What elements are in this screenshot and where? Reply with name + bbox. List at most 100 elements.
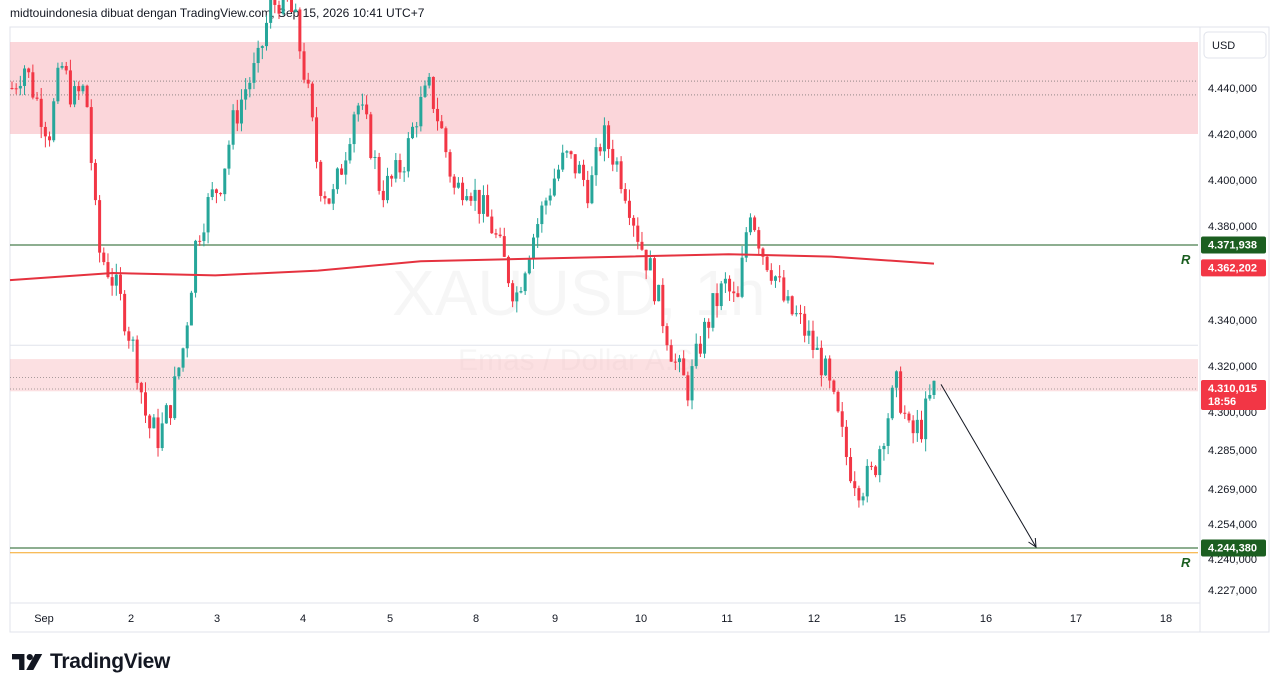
candle-body (415, 126, 419, 128)
candle-body (102, 252, 106, 263)
candle-body (644, 249, 648, 271)
candle-body (807, 330, 811, 336)
candle-body (35, 97, 39, 99)
tradingview-logo[interactable]: TradingView (12, 650, 170, 674)
candle-body (748, 217, 752, 233)
candle-body (673, 361, 677, 363)
candle-body (23, 68, 27, 86)
candle-body (189, 292, 193, 326)
candle-body (385, 175, 389, 201)
candle-body (661, 284, 665, 327)
candle-body (561, 152, 565, 170)
candle-body (144, 392, 148, 416)
candle-body (160, 423, 164, 449)
candle-body (836, 391, 840, 412)
candle-body (773, 276, 777, 281)
candle-body (894, 371, 898, 388)
price-tag-label: 4.362,202 (1208, 262, 1257, 274)
candle-body (911, 420, 915, 434)
candle-body (27, 68, 31, 73)
candle-body (882, 445, 886, 450)
candle-body (398, 160, 402, 173)
candle-body (302, 51, 306, 80)
candle-body (486, 195, 490, 217)
candle-body (506, 256, 510, 284)
candle-body (919, 419, 923, 440)
candle-body (832, 380, 836, 392)
candle-body (511, 283, 515, 302)
candle-body (235, 110, 239, 124)
x-tick-label: 12 (808, 613, 820, 625)
projection-arrow (940, 384, 1037, 548)
candle-body (85, 85, 89, 108)
candle-body (723, 278, 727, 284)
candle-body (594, 147, 598, 176)
y-tick-label: 4.420,000 (1208, 129, 1257, 141)
candle-body (732, 291, 736, 294)
candle-body (202, 232, 206, 242)
y-tick-label: 4.240,000 (1208, 554, 1257, 566)
candle-body (569, 151, 573, 155)
y-tick-label: 4.320,000 (1208, 361, 1257, 373)
candle-body (782, 277, 786, 301)
x-tick-label: 3 (214, 613, 220, 625)
x-tick-label: Sep (34, 613, 54, 625)
candle-body (244, 89, 248, 100)
candle-body (14, 88, 18, 90)
y-tick-label: 4.400,000 (1208, 175, 1257, 187)
x-tick-label: 17 (1070, 613, 1082, 625)
candle-body (586, 179, 590, 204)
candle-body (498, 234, 502, 237)
candle-body (360, 104, 364, 106)
x-tick-label: 2 (128, 613, 134, 625)
candle-body (173, 376, 177, 419)
candle-body (907, 413, 911, 421)
candle-body (815, 347, 819, 350)
candle-body (456, 182, 460, 188)
candle-body (711, 293, 715, 328)
y-tick-label: 4.227,000 (1208, 585, 1257, 597)
x-tick-label: 18 (1160, 613, 1172, 625)
candle-body (206, 197, 210, 233)
x-tick-label: 11 (721, 613, 732, 625)
candle-body (31, 72, 35, 98)
chart-header: midtouindonesia dibuat dengan TradingVie… (10, 6, 425, 20)
candle-body (686, 375, 690, 401)
candle-body (406, 138, 410, 172)
y-tick-label: 4.254,000 (1208, 519, 1257, 531)
candle-body (419, 96, 423, 127)
candle-body (548, 195, 552, 201)
candle-body (281, 0, 285, 14)
candle-body (152, 417, 156, 429)
candle-body (648, 258, 652, 271)
candle-body (878, 449, 882, 476)
y-tick-label: 4.340,000 (1208, 315, 1257, 327)
y-tick-label: 4.269,000 (1208, 484, 1257, 496)
candle-body (573, 154, 577, 174)
candle-body (264, 22, 268, 47)
candle-body (531, 237, 535, 260)
candle-body (123, 293, 127, 332)
candle-body (798, 313, 802, 315)
candle-body (436, 108, 440, 122)
candle-body (377, 156, 381, 191)
candle-body (210, 189, 214, 198)
candle-body (356, 105, 360, 115)
candle-body (844, 426, 848, 457)
price-tag-label: 4.244,380 (1208, 543, 1257, 555)
candle-body (177, 367, 181, 377)
candle-body (169, 405, 173, 419)
candle-body (39, 98, 43, 127)
candle-body (552, 178, 556, 196)
candle-body (477, 189, 481, 214)
candle-body (469, 196, 473, 201)
candle-body (198, 240, 202, 242)
candle-body (43, 126, 47, 137)
candle-body (678, 358, 682, 363)
candle-body (448, 152, 452, 177)
candle-body (540, 205, 544, 225)
candle-body (707, 321, 711, 328)
candle-body (369, 114, 373, 158)
candle-body (861, 496, 865, 501)
